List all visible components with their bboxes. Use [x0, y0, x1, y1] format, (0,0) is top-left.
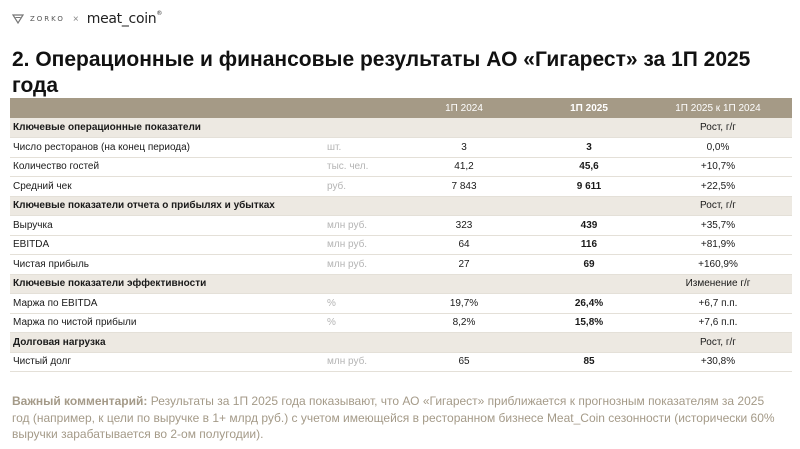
section-change-label: Рост, г/г	[644, 118, 792, 138]
row-value-2025: 15,8%	[534, 313, 644, 333]
brand-meat-coin-text: meat_coin	[86, 11, 157, 27]
row-label: Чистый долг	[10, 352, 324, 372]
row-label: EBITDA	[10, 235, 324, 255]
row-value-2024: 64	[394, 235, 534, 255]
row-change: +30,8%	[644, 352, 792, 372]
row-unit: млн руб.	[324, 215, 394, 236]
row-label: Чистая прибыль	[10, 254, 324, 275]
table-row: Выручка млн руб. 323 439 +35,7%	[10, 215, 792, 236]
brand-meat-coin: meat_coin®	[86, 10, 163, 27]
section-title: Долговая нагрузка	[10, 332, 324, 353]
logo-bar: ZORKO × meat_coin®	[12, 10, 163, 27]
section-title: Ключевые показатели эффективности	[10, 274, 324, 294]
header-unit	[324, 98, 394, 118]
row-value-2024: 3	[394, 137, 534, 158]
comment-text: Результаты за 1П 2025 года показывают, ч…	[12, 394, 775, 441]
row-label: Маржа по чистой прибыли	[10, 313, 324, 333]
table-row: Число ресторанов (на конец периода) шт. …	[10, 137, 792, 158]
row-change: +22,5%	[644, 176, 792, 197]
row-change: +10,7%	[644, 157, 792, 177]
header-1h2024: 1П 2024	[394, 98, 534, 118]
row-label: Выручка	[10, 215, 324, 236]
table-row: Количество гостей тыс. чел. 41,2 45,6 +1…	[10, 157, 792, 177]
brand-zorko: ZORKO	[30, 15, 65, 23]
row-value-2024: 27	[394, 254, 534, 275]
row-value-2025: 116	[534, 235, 644, 255]
row-unit: шт.	[324, 137, 394, 158]
row-value-2024: 19,7%	[394, 293, 534, 314]
zorko-logo-icon	[12, 14, 24, 25]
row-change: +7,6 п.п.	[644, 313, 792, 333]
row-value-2025: 69	[534, 254, 644, 275]
table-row: Чистая прибыль млн руб. 27 69 +160,9%	[10, 254, 792, 275]
row-change: +35,7%	[644, 215, 792, 236]
registered-mark: ®	[156, 10, 163, 17]
table-row: EBITDA млн руб. 64 116 +81,9%	[10, 235, 792, 255]
row-unit: млн руб.	[324, 254, 394, 275]
row-label: Число ресторанов (на конец периода)	[10, 137, 324, 158]
header-change: 1П 2025 к 1П 2024	[644, 98, 792, 118]
row-value-2025: 3	[534, 137, 644, 158]
results-table-wrapper: 1П 2024 1П 2025 1П 2025 к 1П 2024 Ключев…	[10, 98, 792, 372]
row-value-2024: 41,2	[394, 157, 534, 177]
section-title: Ключевые показатели отчета о прибылях и …	[10, 196, 324, 216]
row-label: Маржа по EBITDA	[10, 293, 324, 314]
row-value-2024: 7 843	[394, 176, 534, 197]
section-row: Ключевые операционные показатели Рост, г…	[10, 118, 792, 138]
row-change: 0,0%	[644, 137, 792, 158]
comment-lead: Важный комментарий:	[12, 394, 148, 408]
row-label: Средний чек	[10, 176, 324, 197]
row-unit: %	[324, 293, 394, 314]
section-row: Ключевые показатели отчета о прибылях и …	[10, 196, 792, 216]
header-label	[10, 98, 324, 118]
table-row: Маржа по чистой прибыли % 8,2% 15,8% +7,…	[10, 313, 792, 333]
table-row: Средний чек руб. 7 843 9 611 +22,5%	[10, 176, 792, 197]
row-change: +160,9%	[644, 254, 792, 275]
row-unit: %	[324, 313, 394, 333]
row-unit: млн руб.	[324, 235, 394, 255]
table-row: Чистый долг млн руб. 65 85 +30,8%	[10, 352, 792, 372]
table-header-row: 1П 2024 1П 2025 1П 2025 к 1П 2024	[10, 98, 792, 118]
section-row: Ключевые показатели эффективности Измене…	[10, 274, 792, 294]
row-change: +6,7 п.п.	[644, 293, 792, 314]
row-value-2025: 439	[534, 215, 644, 236]
row-value-2024: 65	[394, 352, 534, 372]
page-title: 2. Операционные и финансовые результаты …	[12, 48, 751, 97]
row-label: Количество гостей	[10, 157, 324, 177]
row-value-2025: 85	[534, 352, 644, 372]
section-change-label: Рост, г/г	[644, 196, 792, 216]
row-value-2024: 8,2%	[394, 313, 534, 333]
section-change-label: Рост, г/г	[644, 332, 792, 353]
header-1h2025: 1П 2025	[534, 98, 644, 118]
section-title: Ключевые операционные показатели	[10, 118, 324, 138]
brand-separator: ×	[72, 13, 79, 25]
important-comment: Важный комментарий: Результаты за 1П 202…	[12, 393, 782, 443]
section-row: Долговая нагрузка Рост, г/г	[10, 332, 792, 353]
row-unit: тыс. чел.	[324, 157, 394, 177]
row-value-2025: 9 611	[534, 176, 644, 197]
row-value-2025: 45,6	[534, 157, 644, 177]
section-change-label: Изменение г/г	[644, 274, 792, 294]
row-unit: руб.	[324, 176, 394, 197]
row-value-2024: 323	[394, 215, 534, 236]
results-table: 1П 2024 1П 2025 1П 2025 к 1П 2024 Ключев…	[10, 98, 792, 372]
table-row: Маржа по EBITDA % 19,7% 26,4% +6,7 п.п.	[10, 293, 792, 314]
row-change: +81,9%	[644, 235, 792, 255]
row-value-2025: 26,4%	[534, 293, 644, 314]
row-unit: млн руб.	[324, 352, 394, 372]
